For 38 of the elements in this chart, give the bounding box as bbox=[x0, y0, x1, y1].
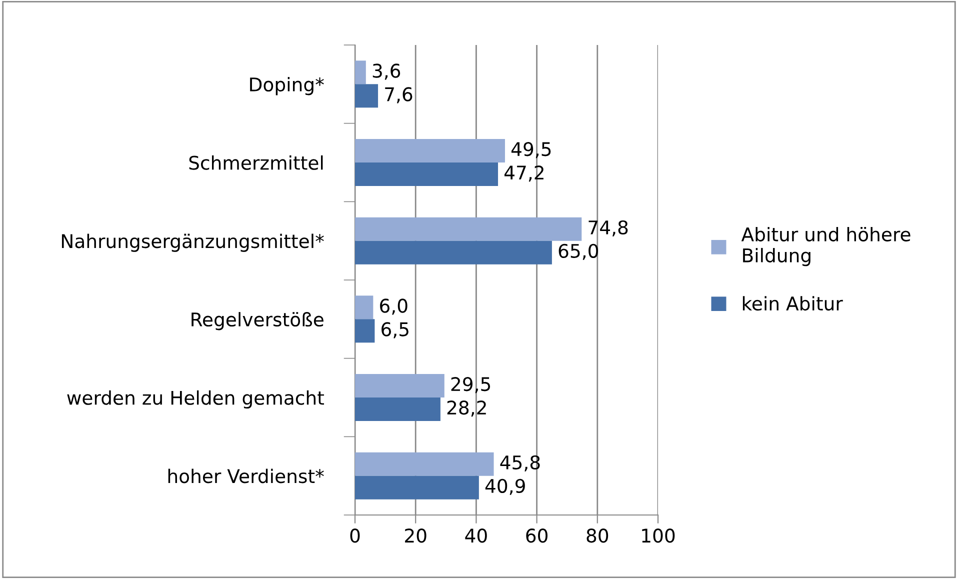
legend-label: Abitur und höhere Bildung bbox=[741, 226, 910, 266]
bar bbox=[355, 84, 378, 108]
x-tick-label: 0 bbox=[350, 528, 360, 543]
bar bbox=[355, 374, 444, 398]
bar bbox=[355, 296, 374, 320]
data-label: 7,6 bbox=[385, 87, 412, 104]
data-label: 28,2 bbox=[447, 400, 486, 417]
bar bbox=[355, 60, 366, 84]
bar bbox=[355, 398, 440, 421]
data-label: 29,5 bbox=[451, 377, 490, 394]
data-label: 49,5 bbox=[511, 142, 551, 158]
bar bbox=[355, 319, 375, 343]
x-tick-label: 20 bbox=[405, 528, 426, 543]
x-tick-label: 40 bbox=[465, 528, 487, 543]
bar bbox=[355, 240, 552, 264]
data-label: 45,8 bbox=[500, 455, 540, 472]
x-tick-label: 60 bbox=[526, 528, 548, 543]
data-label: 6,5 bbox=[382, 322, 408, 338]
bar bbox=[355, 139, 505, 162]
y-tick-label: Nahrungsergänzungsmittel* bbox=[62, 234, 324, 252]
y-tick-label: Doping* bbox=[250, 77, 324, 96]
legend-label: kein Abitur bbox=[742, 296, 843, 311]
y-tick-label: Regelverstöße bbox=[192, 312, 324, 330]
data-label: 74,8 bbox=[588, 220, 628, 236]
bar bbox=[355, 162, 498, 186]
y-tick-label: werden zu Helden gemacht bbox=[67, 390, 324, 409]
data-label: 3,6 bbox=[372, 64, 400, 80]
data-label: 65,0 bbox=[558, 244, 598, 260]
y-tick-label: Schmerzmittel bbox=[189, 155, 323, 170]
data-label: 47,2 bbox=[504, 166, 544, 182]
bar bbox=[355, 452, 494, 476]
y-tick-label: hoher Verdienst* bbox=[168, 468, 324, 484]
data-label: 40,9 bbox=[485, 478, 525, 495]
bar bbox=[355, 476, 479, 500]
data-label: 6,0 bbox=[380, 298, 408, 315]
bar bbox=[355, 217, 582, 241]
x-tick-label: 100 bbox=[642, 528, 675, 543]
x-tick-label: 80 bbox=[586, 528, 608, 543]
